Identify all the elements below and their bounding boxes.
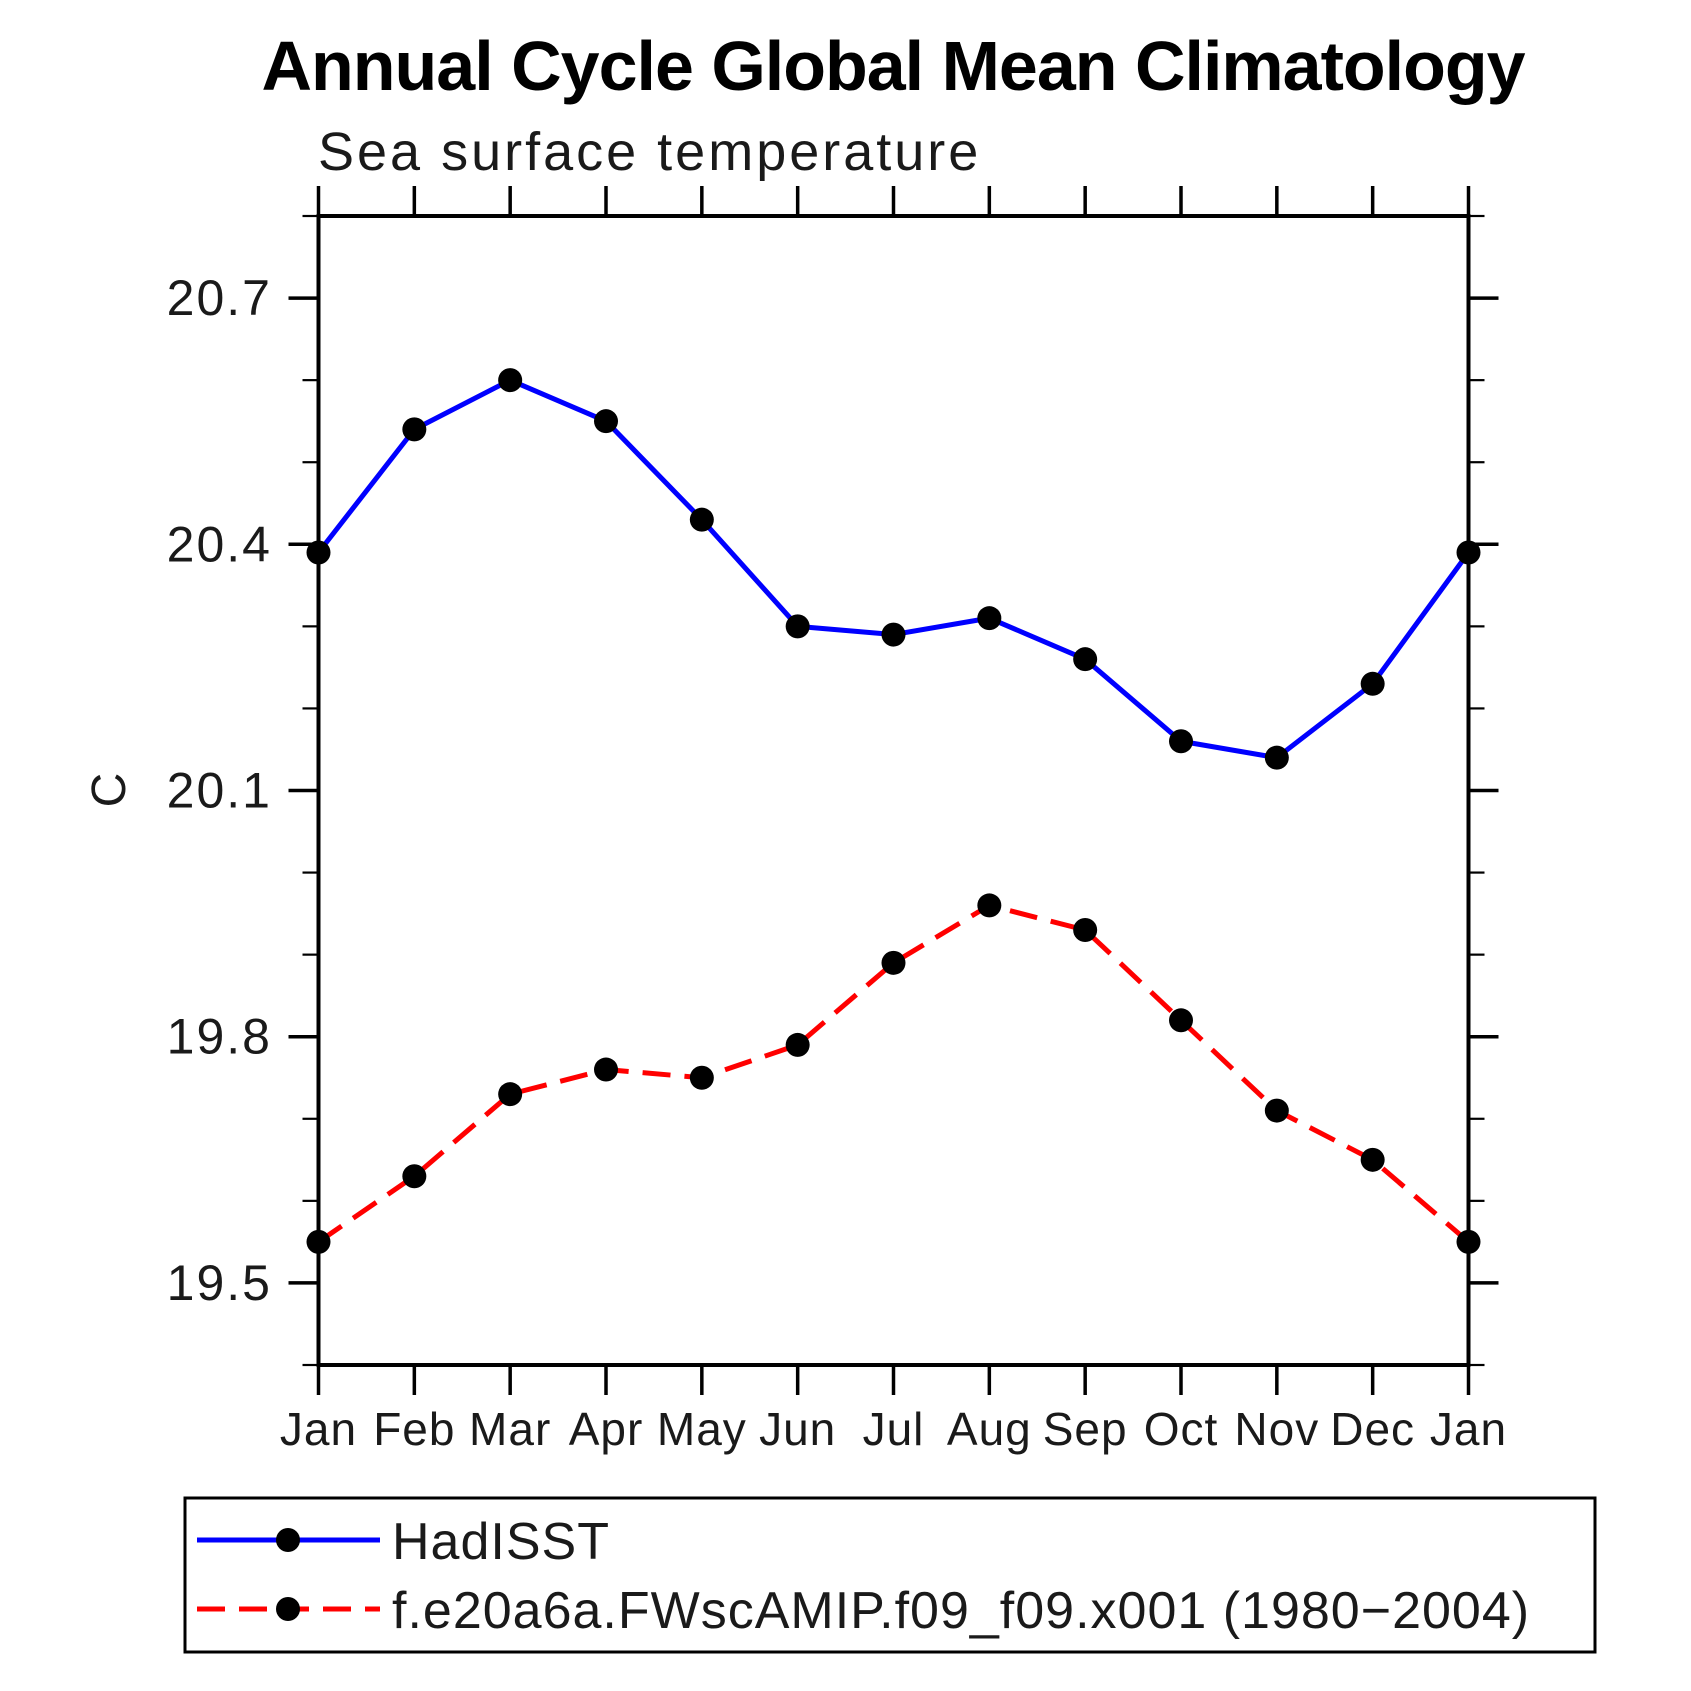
data-point-marker <box>1456 1229 1481 1254</box>
data-point-marker <box>689 1065 714 1090</box>
legend-box <box>183 1496 1597 1654</box>
data-point-marker <box>498 1082 523 1107</box>
y-tick-label: 19.5 <box>167 1255 272 1311</box>
y-tick-label: 20.7 <box>167 270 272 326</box>
x-tick-label: Mar <box>469 1403 551 1455</box>
data-point-marker <box>977 893 1002 918</box>
x-tick-label: Oct <box>1144 1403 1219 1455</box>
y-tick-label: 20.4 <box>167 516 272 572</box>
data-point-marker <box>1169 1008 1193 1033</box>
data-point-marker <box>1073 647 1098 672</box>
legend: HadISST f.e20a6a.FWscAMIP.f09_f09.x001 (… <box>183 1496 1597 1654</box>
data-point-marker <box>1360 1147 1385 1172</box>
data-point-marker <box>1264 1098 1289 1123</box>
x-tick-label: May <box>657 1403 747 1455</box>
x-tick-label: Feb <box>373 1403 455 1455</box>
data-point-marker <box>977 606 1002 631</box>
x-tick-label: Sep <box>1043 1403 1128 1455</box>
x-tick-label: Aug <box>947 1403 1032 1455</box>
data-point-marker <box>1169 729 1193 754</box>
y-axis-title: C <box>83 773 136 808</box>
y-tick-label: 19.8 <box>167 1009 272 1065</box>
data-point-marker <box>785 1032 810 1057</box>
data-point-marker <box>785 614 810 639</box>
plot-area: Jan Feb Mar Apr May Jun Jul Aug Sep Oct Nov Dec Jan 2… <box>167 186 1507 1455</box>
data-point-marker <box>402 1164 427 1189</box>
data-point-marker <box>1264 745 1289 770</box>
data-point-marker <box>306 1229 331 1254</box>
x-tick-label: Jul <box>863 1403 925 1455</box>
chart-subtitle: Sea surface temperature <box>318 122 981 182</box>
data-point-marker <box>881 950 906 975</box>
x-tick-label: Dec <box>1330 1403 1415 1455</box>
data-point-marker <box>594 1057 618 1082</box>
data-point-marker <box>306 540 331 565</box>
data-point-marker <box>1360 671 1385 696</box>
data-point-marker <box>1073 918 1098 943</box>
legend-marker-icon <box>276 1528 300 1552</box>
x-tick-label: Apr <box>569 1403 644 1455</box>
series-line-0 <box>316 377 1471 761</box>
chart-title: Annual Cycle Global Mean Climatology <box>261 27 1525 105</box>
data-point-marker <box>1456 540 1481 565</box>
data-point-marker <box>689 507 714 532</box>
legend-label-model: f.e20a6a.FWscAMIP.f09_f09.x001 (1980−200… <box>392 1582 1530 1640</box>
x-tick-label: Jun <box>759 1403 836 1455</box>
x-tick-label: Jan <box>1430 1403 1507 1455</box>
legend-label-hadisst: HadISST <box>392 1513 610 1571</box>
y-tick-label: 20.1 <box>167 763 272 819</box>
data-point-marker <box>498 368 523 393</box>
data-point-marker <box>881 622 906 647</box>
data-point-marker <box>402 417 427 442</box>
x-tick-label: Jan <box>280 1403 357 1455</box>
x-tick-label: Nov <box>1234 1403 1319 1455</box>
data-point-marker <box>594 409 618 434</box>
legend-marker-icon <box>276 1597 300 1621</box>
